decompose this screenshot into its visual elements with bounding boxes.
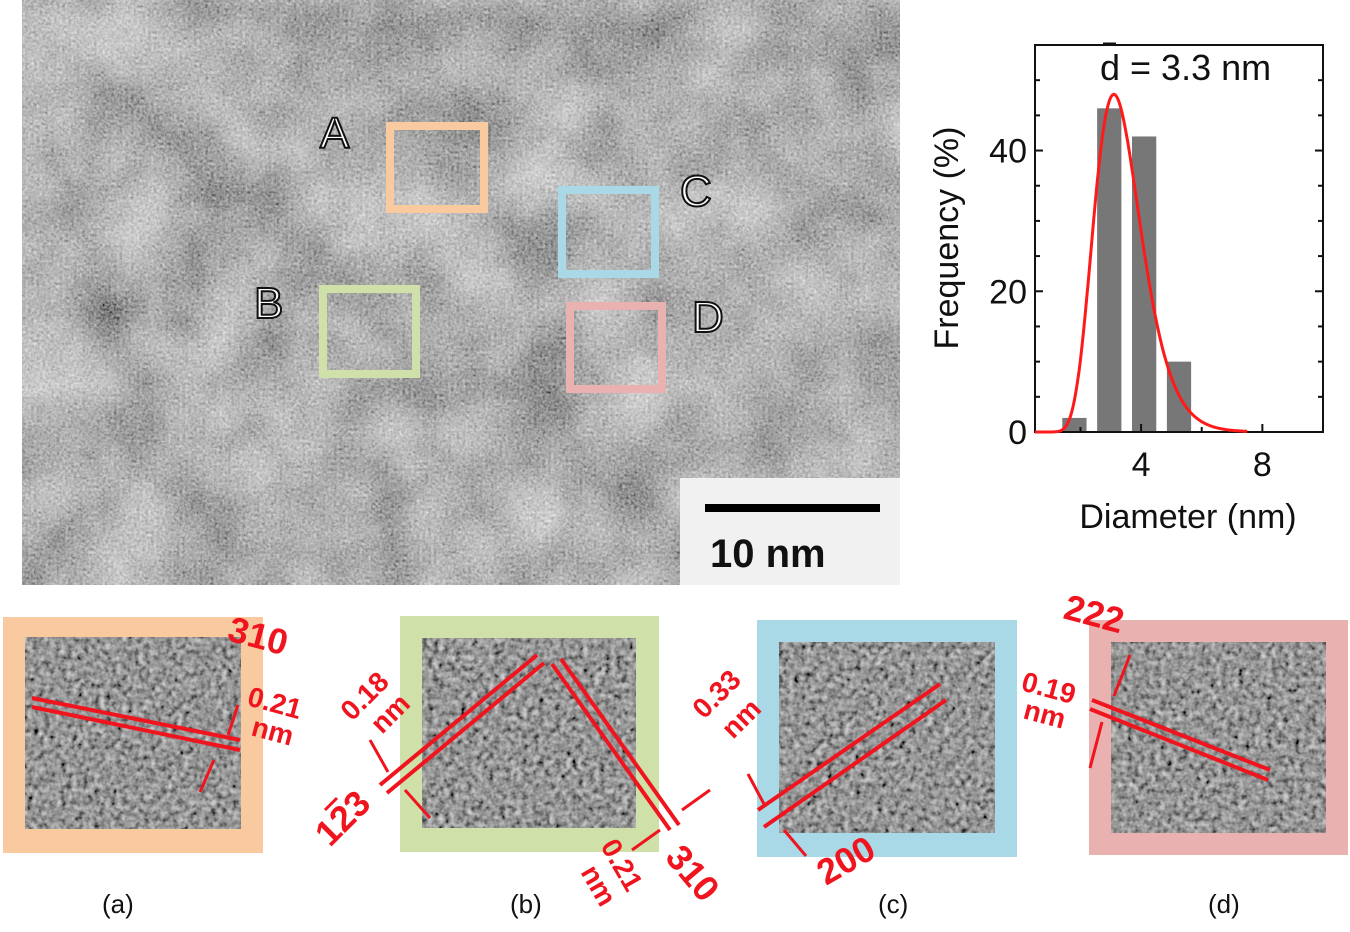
arrow-icon — [1088, 721, 1104, 769]
plane-label: 123 — [307, 782, 378, 853]
arrow-icon — [681, 788, 711, 812]
panel-a: 310 0.21 nm (a) — [3, 608, 305, 919]
panel-b: 0.18 nm 123 0.21 nm 310 (b) — [307, 616, 728, 919]
panel-c: 0.33 nm 200 (c) — [686, 620, 1017, 919]
caption-b: (b) — [510, 889, 542, 919]
x-tick-label: 4 — [1132, 446, 1151, 484]
x-axis-label: Diameter (nm) — [1079, 498, 1296, 536]
x-tick-label: 8 — [1253, 446, 1272, 484]
y-tick-label: 40 — [989, 133, 1027, 171]
caption-a: (a) — [102, 889, 134, 919]
y-tick-label: 20 — [989, 273, 1027, 311]
plot-frame — [1034, 44, 1324, 433]
region-box-d — [566, 302, 666, 393]
caption-d: (d) — [1208, 889, 1240, 919]
region-box-b — [319, 285, 420, 378]
panel-d: 222 0.19 nm (d) — [1018, 586, 1348, 919]
arrow-icon — [226, 704, 240, 736]
arrow-icon — [782, 829, 808, 857]
plane-label: 310 — [658, 837, 728, 909]
region-label-a: A — [320, 109, 350, 158]
caption-c: (c) — [878, 889, 908, 919]
region-label-b: B — [254, 279, 283, 328]
arrow-icon — [1112, 654, 1132, 697]
arrow-icon — [368, 739, 390, 773]
histogram-bar — [1097, 108, 1122, 432]
arrow-icon — [198, 759, 216, 793]
overbar — [323, 796, 339, 812]
hrtem-image-b — [422, 638, 636, 828]
tem-image: A B C D 10 nm — [22, 0, 902, 588]
scale-bar-label: 10 nm — [710, 532, 826, 576]
region-box-a — [386, 122, 488, 213]
arrow-icon — [746, 773, 766, 805]
y-tick-label: 0 — [1008, 414, 1027, 452]
hrtem-image-c — [779, 642, 995, 833]
size-histogram: d = 3.3 nm Diameter (nm) Frequency (%) 0… — [928, 42, 1324, 536]
region-label-c: C — [680, 167, 712, 216]
histogram-bar — [1132, 136, 1157, 433]
arrow-icon — [403, 789, 432, 819]
region-label-d: D — [692, 293, 724, 342]
mean-diameter-annotation: d = 3.3 nm — [1100, 47, 1271, 88]
hrtem-image-d — [1111, 642, 1326, 833]
region-box-c — [558, 186, 659, 278]
arrow-icon — [631, 828, 661, 852]
plane-label: 222 — [1060, 586, 1129, 641]
fit-curve — [1035, 92, 1248, 434]
y-axis-label: Frequency (%) — [928, 127, 966, 350]
